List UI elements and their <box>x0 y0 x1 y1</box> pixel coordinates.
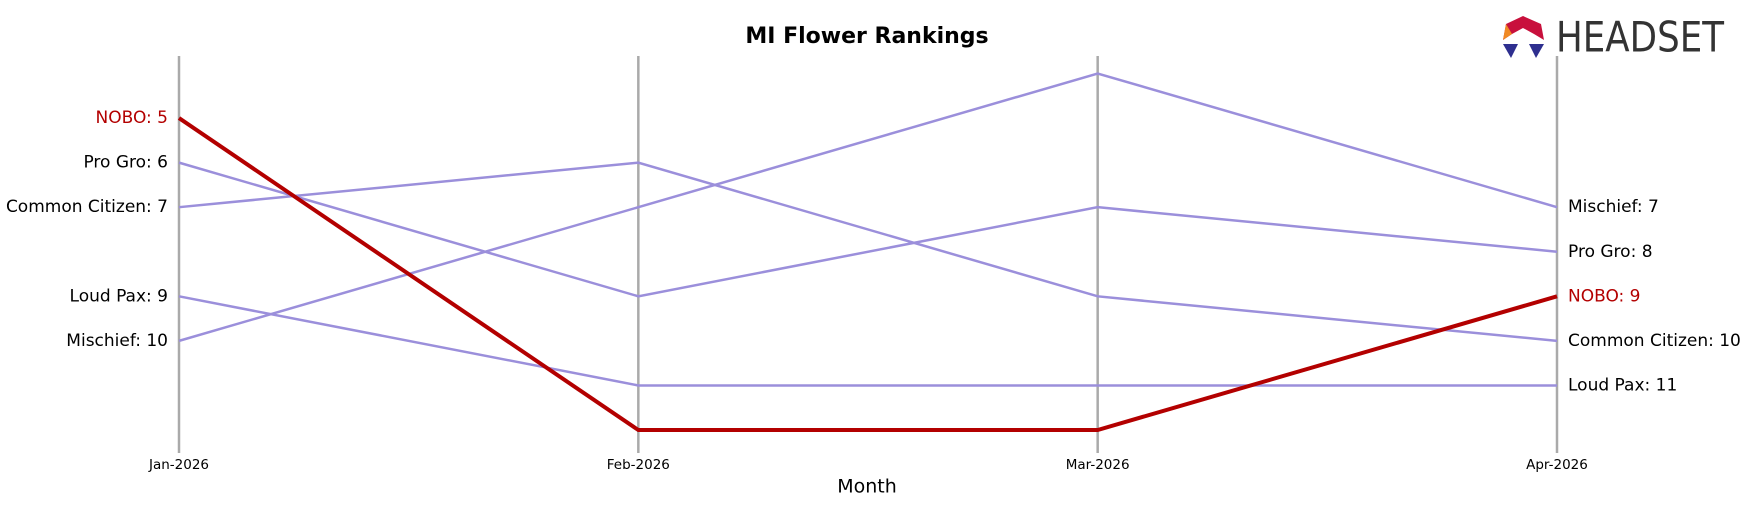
x-tick-label: Jan-2026 <box>148 457 209 473</box>
data-label: Loud Pax: 11 <box>1568 375 1677 395</box>
data-label: Mischief: 7 <box>1568 197 1659 217</box>
series-line <box>178 161 1558 298</box>
logo-icon <box>1529 44 1544 58</box>
logo: HEADSET <box>1503 13 1724 62</box>
series-line <box>178 295 1557 387</box>
logo-text: HEADSET <box>1556 13 1724 62</box>
x-tick-label: Feb-2026 <box>607 457 670 473</box>
x-tick-label: Apr-2026 <box>1526 457 1588 473</box>
series-line <box>178 161 1558 343</box>
series-line <box>178 72 1558 343</box>
data-label: NOBO: 9 <box>1568 286 1641 306</box>
chart-title: MI Flower Rankings <box>745 24 988 49</box>
data-label: Common Citizen: 10 <box>1568 331 1741 351</box>
data-label: Pro Gro: 6 <box>83 153 168 173</box>
logo-icon <box>1503 24 1512 40</box>
x-tick-label: Mar-2026 <box>1066 457 1130 473</box>
logo-icon <box>1503 16 1544 40</box>
x-axis-label: Month <box>837 476 897 498</box>
series-line <box>177 116 1558 432</box>
data-label: Pro Gro: 8 <box>1568 242 1653 262</box>
data-label: NOBO: 5 <box>96 108 169 128</box>
logo-icon <box>1503 44 1518 58</box>
data-label: Mischief: 10 <box>66 331 168 351</box>
data-label: Common Citizen: 7 <box>6 197 168 217</box>
data-label: Loud Pax: 9 <box>70 286 168 306</box>
